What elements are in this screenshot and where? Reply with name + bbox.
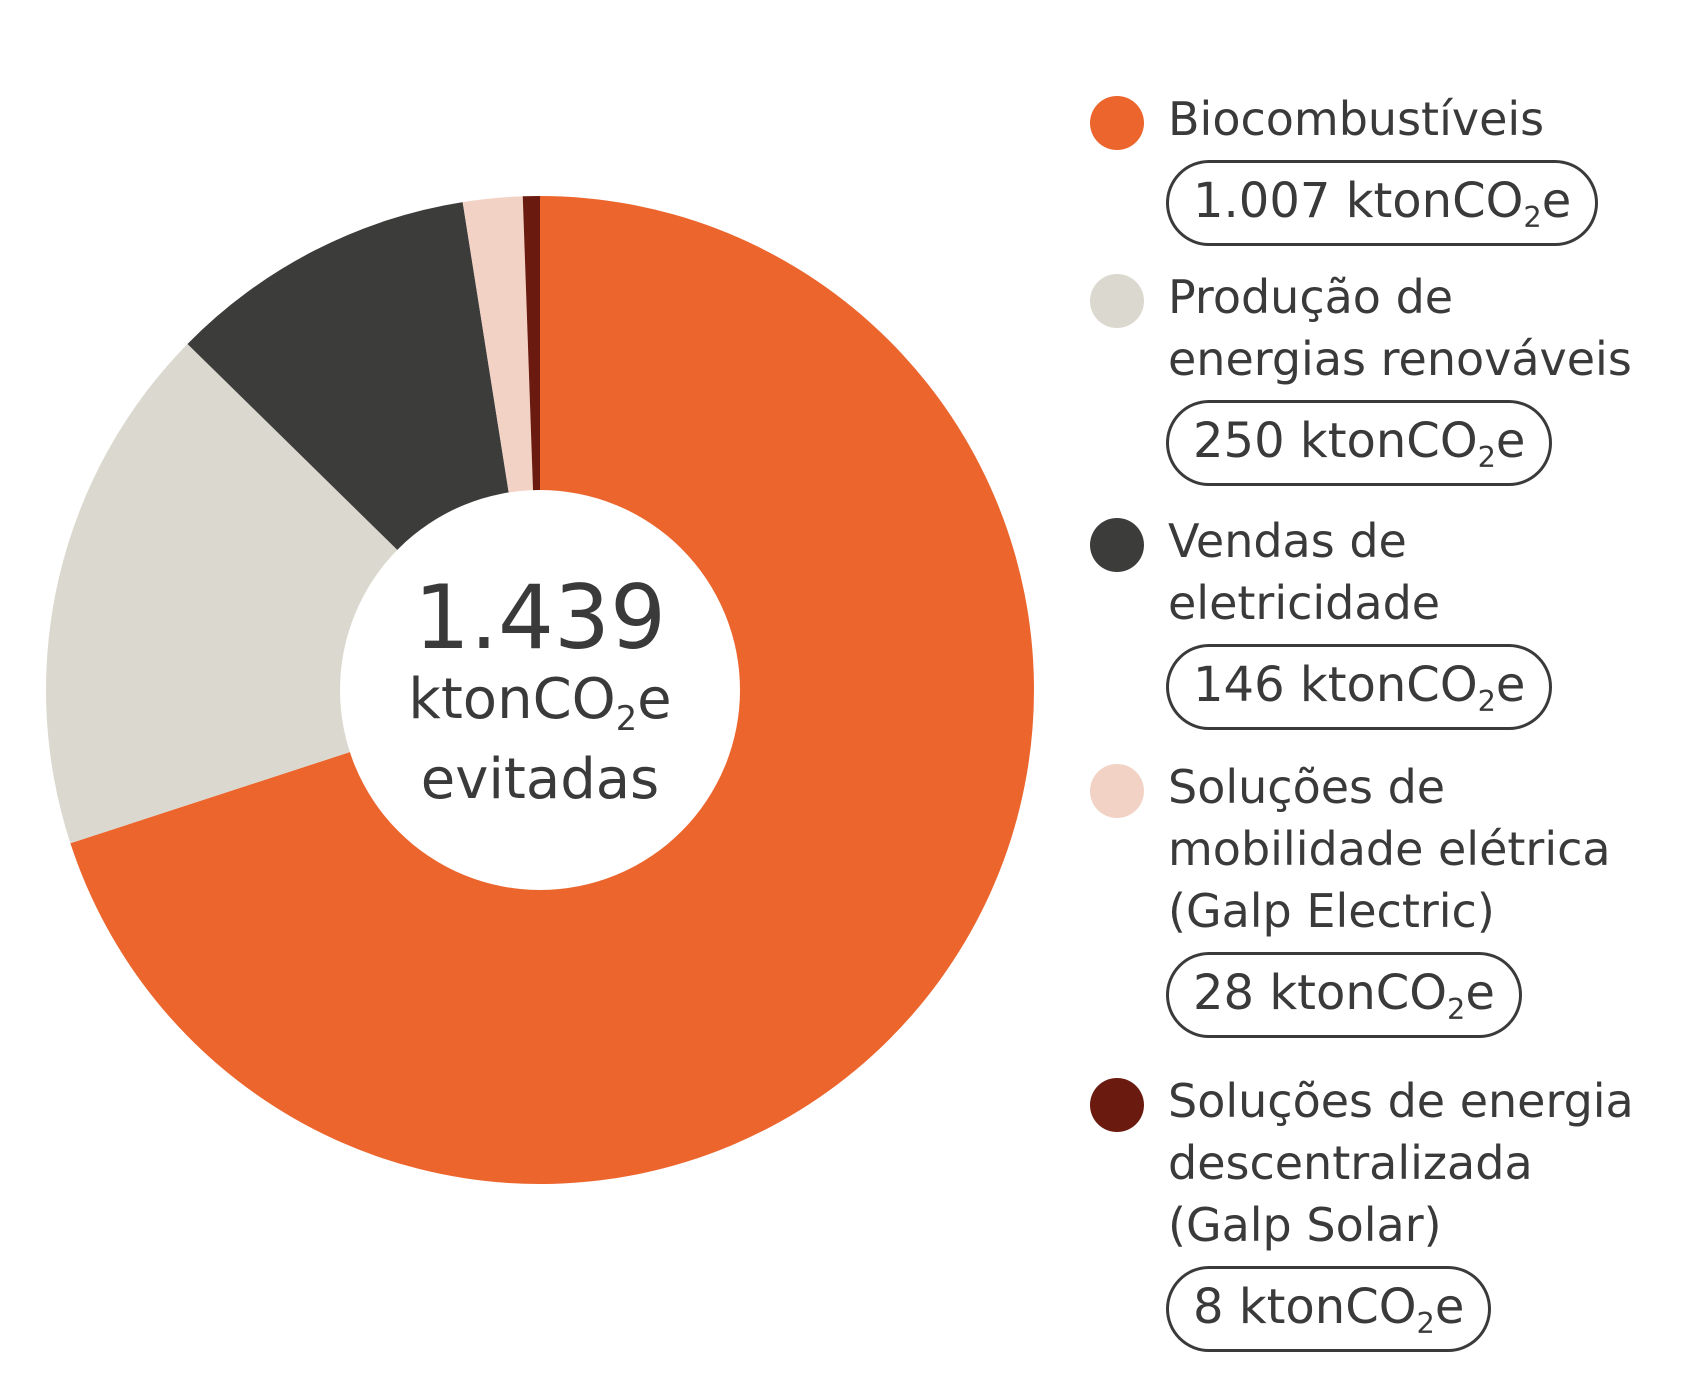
legend-label: Vendas de eletricidade — [1168, 514, 1441, 630]
center-unit-suffix: e — [637, 667, 672, 732]
value-number: 1.007 — [1193, 173, 1331, 229]
legend-swatch — [1090, 1078, 1144, 1132]
value-pill: 250 ktonCO2e — [1166, 400, 1553, 486]
value-pill: 8 ktonCO2e — [1166, 1266, 1492, 1352]
value-unit-suffix: e — [1434, 1279, 1465, 1335]
value-unit-suffix: e — [1465, 965, 1495, 1021]
legend-label: Soluções de mobilidade elétrica (Galp El… — [1168, 760, 1611, 938]
value-unit-subscript: 2 — [1477, 684, 1496, 719]
value-unit-subscript: 2 — [1523, 200, 1542, 235]
value-number: 146 — [1193, 657, 1285, 713]
value-unit-prefix: ktonCO — [1345, 173, 1524, 229]
value-unit-subscript: 2 — [1477, 440, 1496, 475]
center-unit: ktonCO2e — [330, 667, 750, 736]
legend: Biocombustíveis 1.007 ktonCO2e Produção … — [1090, 88, 1690, 1360]
value-unit-prefix: ktonCO — [1299, 413, 1478, 469]
value-pill: 28 ktonCO2e — [1166, 952, 1522, 1038]
legend-item-producao-energias-renovaveis: Produção de energias renováveis 250 kton… — [1090, 266, 1690, 510]
value-unit-suffix: e — [1495, 413, 1526, 469]
legend-item-energia-descentralizada: Soluções de energia descentralizada (Gal… — [1090, 1070, 1690, 1360]
value-unit-prefix: ktonCO — [1299, 657, 1478, 713]
value-pill: 1.007 ktonCO2e — [1166, 160, 1599, 246]
center-unit-prefix: ktonCO — [408, 667, 616, 732]
value-unit-prefix: ktonCO — [1238, 1279, 1417, 1335]
legend-swatch — [1090, 274, 1144, 328]
center-unit-subscript: 2 — [615, 698, 638, 738]
value-number: 28 — [1193, 965, 1255, 1021]
legend-label: Produção de energias renováveis — [1168, 270, 1632, 386]
legend-swatch — [1090, 764, 1144, 818]
legend-label: Biocombustíveis — [1168, 92, 1545, 146]
value-number: 250 — [1193, 413, 1285, 469]
legend-swatch — [1090, 518, 1144, 572]
value-unit-prefix: ktonCO — [1269, 965, 1448, 1021]
value-unit-suffix: e — [1495, 657, 1526, 713]
value-unit-subscript: 2 — [1447, 992, 1466, 1027]
legend-label: Soluções de energia descentralizada (Gal… — [1168, 1074, 1634, 1252]
value-number: 8 — [1193, 1279, 1224, 1335]
donut-hole — [340, 490, 740, 890]
legend-swatch — [1090, 96, 1144, 150]
center-caption: evitadas — [420, 747, 660, 812]
center-total: 1.439 — [414, 566, 666, 669]
value-pill: 146 ktonCO2e — [1166, 644, 1553, 730]
legend-item-biocombustiveis: Biocombustíveis 1.007 ktonCO2e — [1090, 88, 1690, 266]
value-unit-subscript: 2 — [1416, 1306, 1435, 1341]
legend-item-mobilidade-eletrica: Soluções de mobilidade elétrica (Galp El… — [1090, 756, 1690, 1070]
legend-item-vendas-eletricidade: Vendas de eletricidade 146 ktonCO2e — [1090, 510, 1690, 756]
value-unit-suffix: e — [1541, 173, 1572, 229]
